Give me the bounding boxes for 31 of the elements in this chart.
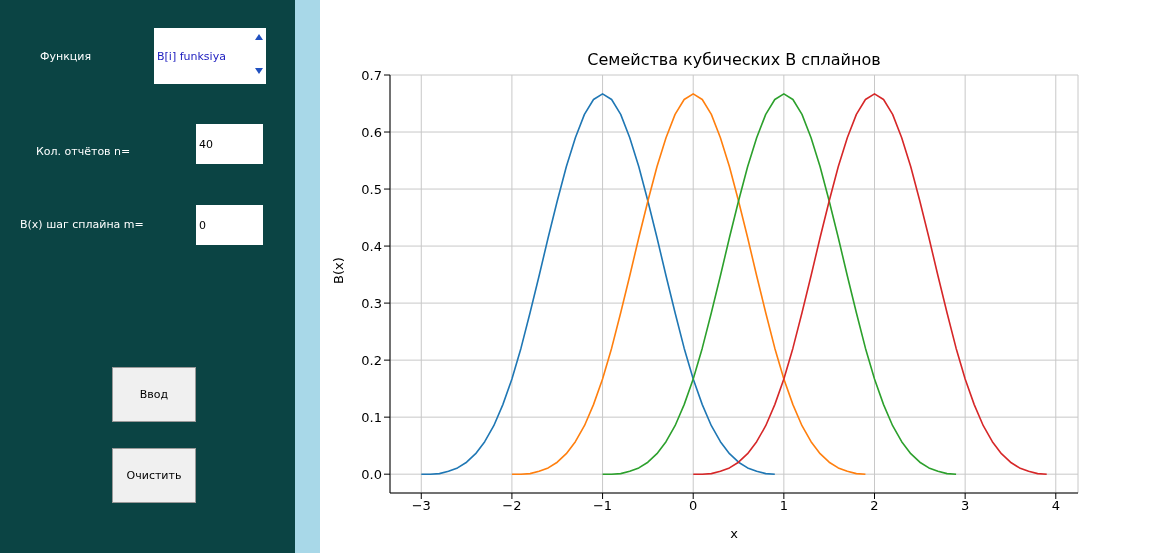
text: B[i] funksiya bbox=[154, 28, 266, 84]
line-series bbox=[692, 93, 1048, 475]
x-tick-label: 3 bbox=[961, 498, 970, 514]
x-tick-label: −1 bbox=[592, 498, 613, 514]
line-series bbox=[511, 93, 867, 475]
y-axis-title: B(x) bbox=[330, 257, 346, 284]
y-tick-label: 0.3 bbox=[361, 295, 382, 311]
x-tick-label: 2 bbox=[870, 498, 879, 514]
y-tick-label: 0.2 bbox=[361, 352, 382, 368]
text: 0 bbox=[196, 205, 263, 245]
x-tick-label: −2 bbox=[502, 498, 522, 514]
text: Кол. отчётов n= bbox=[36, 145, 131, 158]
text: Ввод bbox=[112, 367, 196, 422]
y-tick-label: 0.4 bbox=[361, 238, 382, 254]
text: 40 bbox=[196, 124, 263, 164]
text: B(x) шаг сплайна m= bbox=[20, 218, 144, 231]
y-tick-label: 0.7 bbox=[361, 67, 382, 83]
y-tick-label: 0.0 bbox=[361, 466, 382, 482]
x-axis-title: x bbox=[730, 526, 739, 541]
x-tick-label: 0 bbox=[689, 498, 698, 514]
y-tick-label: 0.6 bbox=[361, 124, 382, 140]
x-tick-label: 4 bbox=[1051, 498, 1060, 514]
chart-title: Семейства кубических B сплайнов bbox=[586, 50, 882, 69]
x-tick-label: −3 bbox=[411, 498, 431, 514]
line-series bbox=[420, 93, 776, 475]
text: Функция bbox=[40, 50, 92, 63]
y-tick-label: 0.5 bbox=[361, 181, 382, 197]
y-tick-label: 0.1 bbox=[361, 409, 382, 425]
line-series bbox=[601, 93, 957, 475]
x-tick-label: 1 bbox=[779, 498, 788, 514]
text: Очистить bbox=[112, 448, 196, 503]
